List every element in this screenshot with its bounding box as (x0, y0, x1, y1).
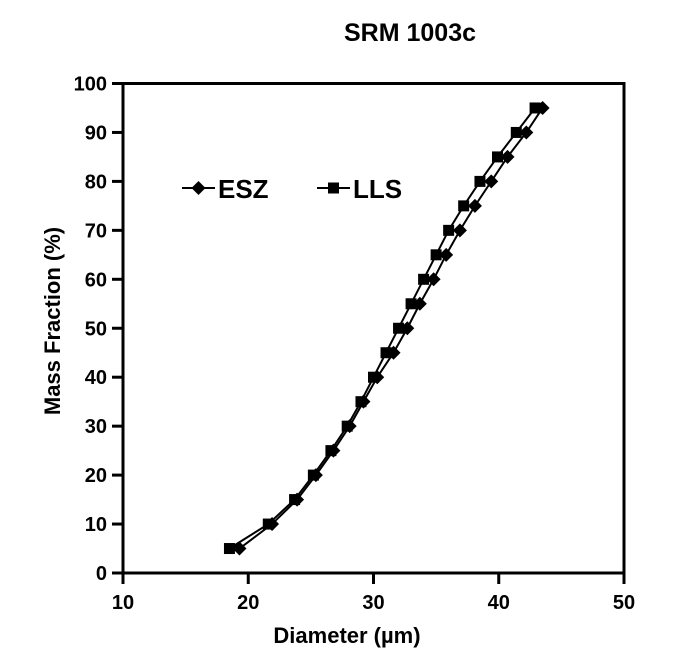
y-tick-label: 30 (85, 416, 107, 438)
series-esz-diamond-marker-icon (439, 247, 454, 262)
x-tick-label: 10 (112, 592, 134, 614)
y-tick-label: 10 (85, 514, 107, 536)
y-tick-label: 90 (85, 122, 107, 144)
y-tick-label: 50 (85, 318, 107, 340)
legend-diamond-marker-icon (191, 181, 206, 195)
legend: ESZ LLS (182, 174, 402, 204)
series-esz-diamond-marker-icon (452, 223, 467, 238)
x-tick-label: 50 (613, 592, 635, 614)
x-axis-label: Diameter (µm) (273, 623, 420, 648)
y-tick-label: 60 (85, 269, 107, 291)
legend-entry-lls: LLS (317, 174, 402, 204)
series-lls-square-marker-icon (418, 273, 430, 285)
x-tick-label: 40 (488, 592, 510, 614)
chart-title: SRM 1003c (344, 19, 476, 47)
series-esz-diamond-marker-icon (467, 198, 482, 213)
legend-entry-esz: ESZ (182, 174, 269, 204)
series-lls-square-marker-icon (307, 469, 319, 481)
x-tick-label: 20 (237, 592, 259, 614)
series-lls-square-marker-icon (491, 151, 503, 163)
y-axis-label: Mass Fraction (%) (40, 227, 65, 415)
series-lls-square-marker-icon (223, 543, 235, 555)
y-tick-label: 80 (85, 171, 107, 193)
series-lls-square-marker-icon (510, 126, 522, 138)
series-esz-diamond-marker-icon (484, 174, 499, 189)
y-tick-label: 0 (96, 563, 107, 585)
y-tick-label: 40 (85, 367, 107, 389)
y-tick-label: 20 (85, 465, 107, 487)
series-esz-markers (232, 100, 550, 556)
series-lls-square-marker-icon (458, 200, 470, 212)
y-tick-label: 70 (85, 220, 107, 242)
series-lls-square-marker-icon (262, 518, 274, 530)
series-lls-square-marker-icon (529, 102, 541, 114)
series-esz-diamond-marker-icon (426, 272, 441, 287)
series-lls-square-marker-icon (380, 347, 392, 359)
series-lls-square-marker-icon (341, 420, 353, 432)
series-esz-diamond-marker-icon (519, 125, 534, 140)
legend-label-esz: ESZ (218, 174, 269, 204)
legend-square-marker-icon (328, 182, 339, 194)
y-tick-label: 100 (74, 74, 107, 96)
series-lls-square-marker-icon (405, 298, 417, 310)
series-lls-square-marker-icon (474, 175, 486, 187)
series-lls-square-marker-icon (325, 445, 337, 457)
series-lls-square-marker-icon (368, 371, 379, 383)
plot-border (121, 82, 626, 575)
series-esz-diamond-marker-icon (500, 149, 515, 164)
series-lls-markers (223, 102, 541, 555)
series-lls-square-marker-icon (393, 322, 405, 334)
legend-label-lls: LLS (353, 174, 402, 204)
series-lls-square-marker-icon (443, 224, 455, 236)
series-lls-square-marker-icon (430, 249, 442, 261)
series-lls-square-marker-icon (355, 396, 367, 408)
x-tick-label: 30 (362, 592, 384, 614)
series-lls-square-marker-icon (289, 494, 301, 506)
